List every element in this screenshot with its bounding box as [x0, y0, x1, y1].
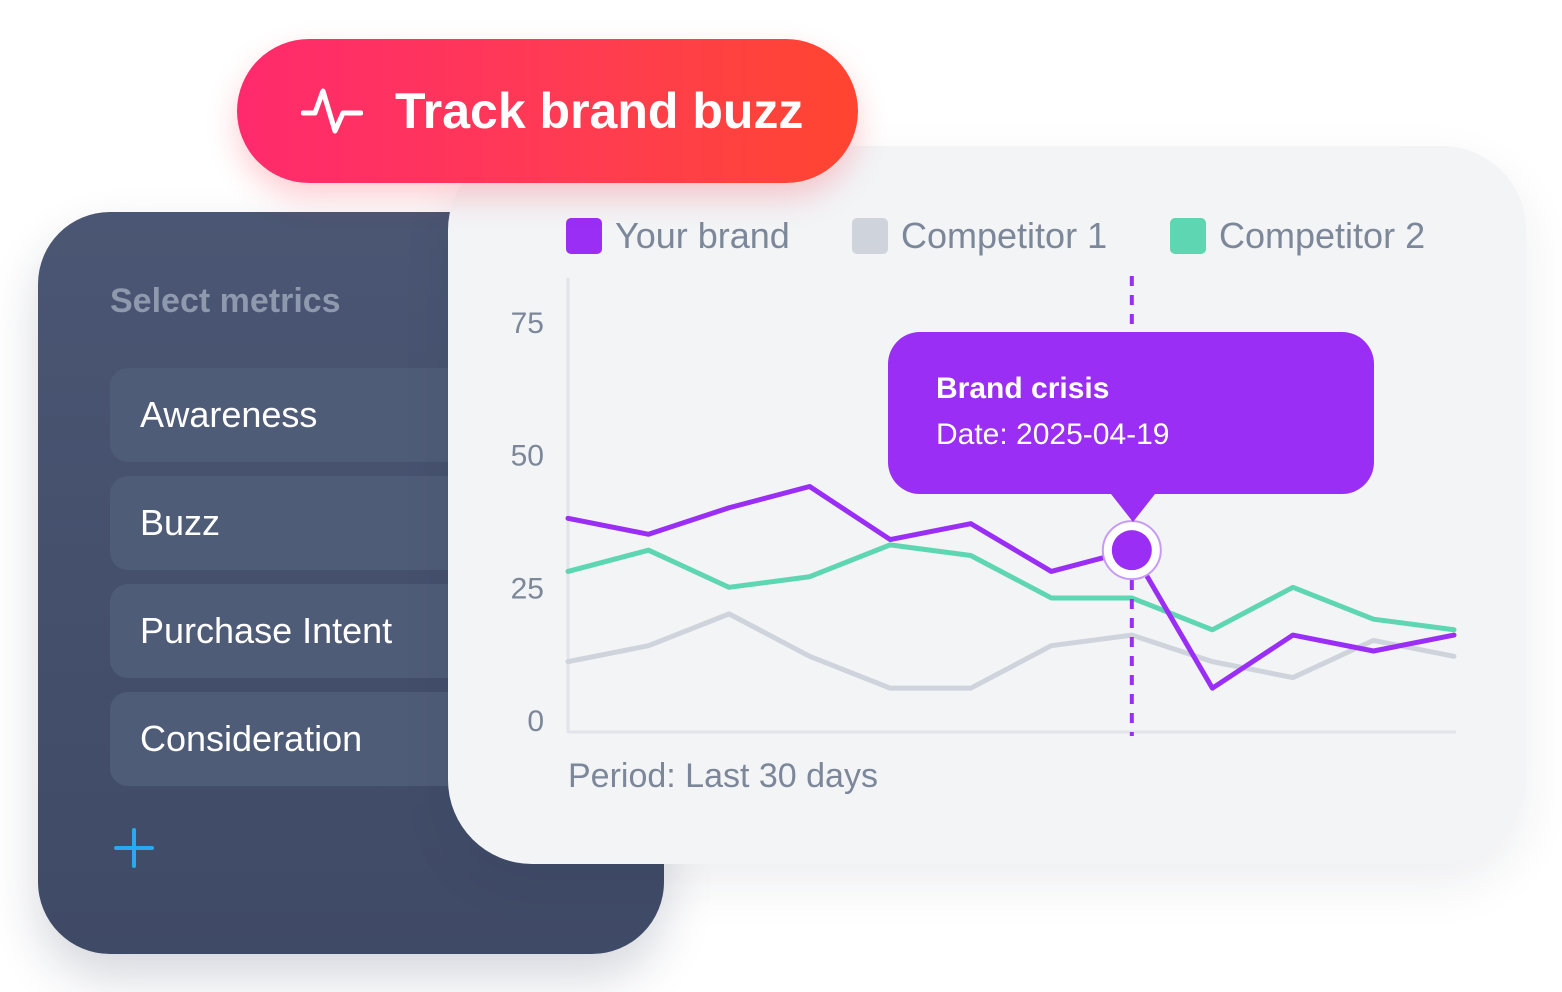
- legend-label-1[interactable]: Your brand: [615, 215, 790, 256]
- series-line-3: [565, 542, 1457, 633]
- y-tick-label: 0: [527, 705, 544, 738]
- crisis-tooltip: Brand crisis Date: 2025-04-19: [888, 332, 1374, 522]
- tooltip-date: Date: 2025-04-19: [936, 418, 1170, 451]
- y-tick-label: 50: [511, 440, 544, 473]
- activity-pulse-icon: [301, 88, 363, 134]
- legend-label-3[interactable]: Competitor 2: [1219, 215, 1425, 256]
- y-ticks: 75 50 25 0: [511, 307, 544, 738]
- chart: Your brand Competitor 1 Competitor 2 75 50 2…: [511, 215, 1457, 795]
- y-tick-label: 25: [511, 572, 544, 605]
- y-tick-label: 75: [511, 307, 544, 340]
- period-label: Period: Last 30 days: [568, 757, 878, 795]
- legend-swatch-2: [852, 218, 888, 254]
- series-lines: [565, 484, 1457, 691]
- legend: Your brand Competitor 1 Competitor 2: [566, 215, 1425, 256]
- tooltip-title: Brand crisis: [936, 372, 1110, 405]
- plus-icon[interactable]: [114, 828, 154, 868]
- legend-swatch-3: [1170, 218, 1206, 254]
- track-brand-buzz-pill[interactable]: Track brand buzz: [237, 39, 858, 183]
- legend-label-2[interactable]: Competitor 1: [901, 215, 1107, 256]
- pill-label: Track brand buzz: [395, 83, 804, 139]
- series-line-1: [565, 484, 1457, 691]
- legend-swatch-1: [566, 218, 602, 254]
- crisis-marker-dot[interactable]: [1111, 530, 1152, 571]
- chart-card: Your brand Competitor 1 Competitor 2 75 50 2…: [448, 146, 1526, 864]
- metrics-title: Select metrics: [110, 282, 341, 320]
- series-line-2: [565, 611, 1457, 691]
